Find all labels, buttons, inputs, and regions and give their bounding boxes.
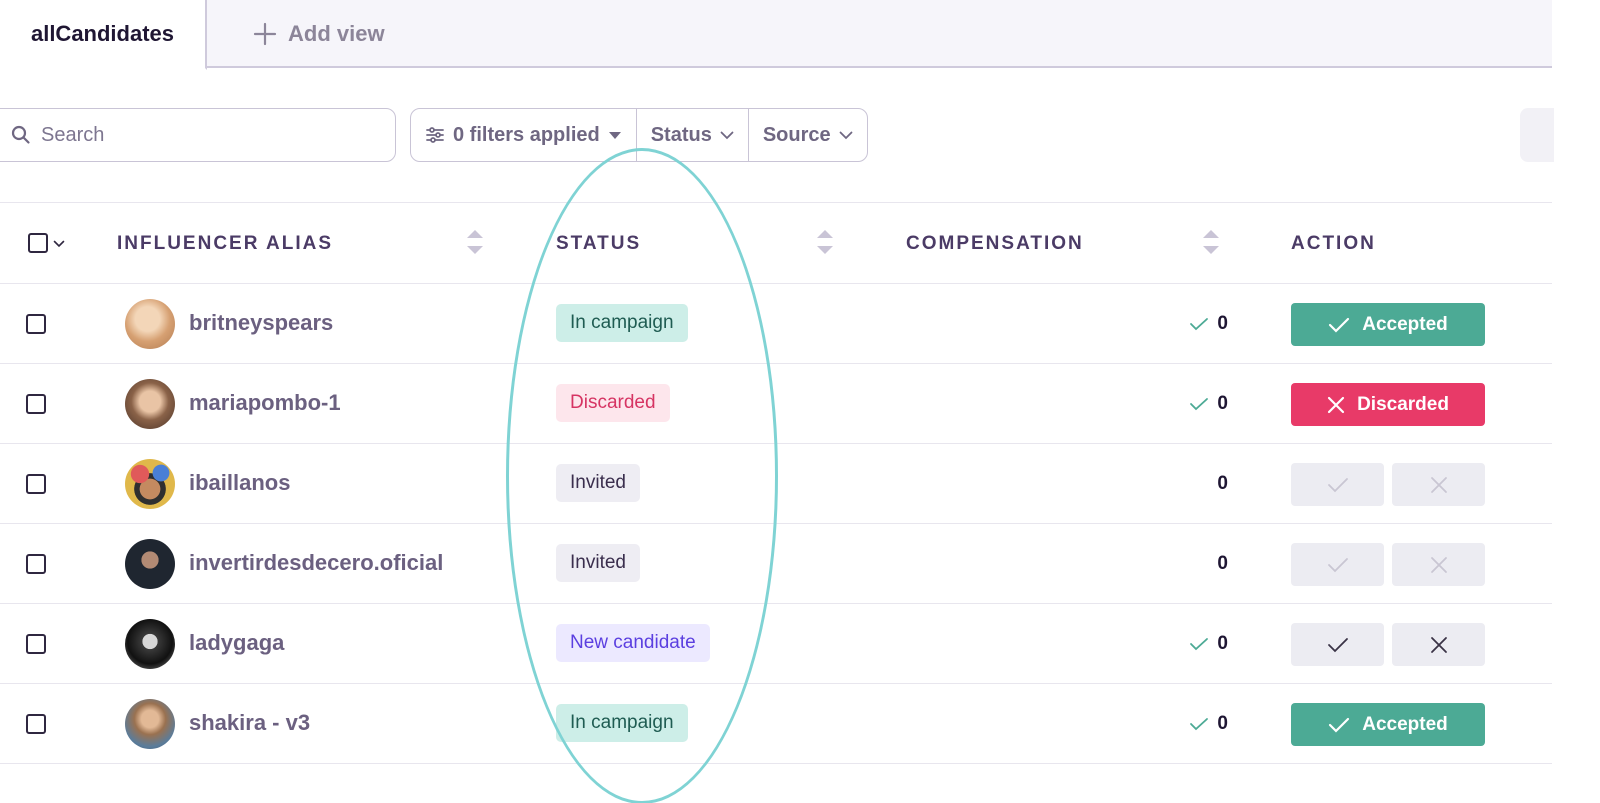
plus-icon [253,22,277,46]
caret-down-icon [608,132,621,139]
row-checkbox[interactable] [26,394,46,414]
header-status: STATUS [556,233,642,254]
source-filter-dropdown[interactable]: Source [747,109,867,161]
influencer-alias[interactable]: shakira - v3 [189,710,311,735]
select-all-checkbox[interactable] [28,233,48,253]
discard-button[interactable] [1392,463,1485,506]
tab-all-candidates[interactable]: allCandidates [0,0,207,70]
compensation-cell: 0 [1168,708,1228,740]
close-icon [1430,556,1447,573]
filters-dropdown[interactable]: 0 filters applied [411,109,636,161]
discarded-button[interactable]: Discarded [1291,383,1485,426]
compensation-value: 0 [1217,553,1228,574]
row-checkbox[interactable] [26,314,46,334]
check-icon [1327,557,1348,572]
check-icon [1329,317,1350,333]
table-row: ladygaga New candidate 0 [0,604,1552,684]
status-badge: New candidate [556,624,710,662]
status-filter-dropdown[interactable]: Status [635,109,748,161]
search-box [0,108,396,162]
close-icon [1430,476,1447,493]
action-label: Discarded [1357,393,1449,415]
check-icon [1190,318,1209,331]
influencer-alias[interactable]: ladygaga [189,630,285,655]
source-filter-label: Source [762,123,831,146]
compensation-cell: 0 [1168,388,1228,420]
avatar[interactable] [125,539,175,589]
search-input[interactable] [41,123,371,147]
accepted-button[interactable]: Accepted [1291,703,1485,746]
compensation-value: 0 [1217,633,1228,654]
status-badge: Invited [556,544,640,582]
table-row: ibaillanos Invited 0 [0,444,1552,524]
compensation-value: 0 [1217,473,1228,494]
status-badge: Invited [556,464,640,502]
close-icon [1430,636,1447,653]
sort-icon[interactable] [1201,227,1221,257]
check-icon [1190,638,1209,651]
check-icon [1327,477,1348,492]
sort-icon[interactable] [815,227,835,257]
influencer-alias[interactable]: mariapombo-1 [189,390,341,415]
accept-button[interactable] [1291,543,1384,586]
compensation-value: 0 [1217,313,1228,334]
compensation-cell: 0 [1168,548,1228,580]
action-label: Accepted [1362,713,1448,735]
influencer-alias[interactable]: ibaillanos [189,470,291,495]
table-row: britneyspears In campaign 0 Accepted [0,284,1552,364]
check-icon [1190,718,1209,731]
action-label: Accepted [1362,313,1448,335]
compensation-cell: 0 [1168,628,1228,660]
avatar[interactable] [125,619,175,669]
add-view-label: Add view [288,21,385,46]
sort-icon[interactable] [465,227,485,257]
status-badge: Discarded [556,384,670,422]
header-action: ACTION [1291,233,1376,254]
chevron-down-icon [720,131,734,140]
check-icon [1327,637,1348,652]
discard-button[interactable] [1392,543,1485,586]
table-header-row: INFLUENCER ALIAS STATUS COMPENSATION ACT… [0,202,1552,284]
row-checkbox[interactable] [26,554,46,574]
header-compensation: COMPENSATION [906,233,1084,254]
accept-button[interactable] [1291,463,1384,506]
status-badge: In campaign [556,304,688,342]
table-row: shakira - v3 In campaign 0 Accepted [0,684,1552,764]
compensation-cell: 0 [1168,308,1228,340]
check-icon [1190,398,1209,411]
influencer-alias[interactable]: invertirdesdecero.oficial [189,550,444,575]
avatar[interactable] [125,379,175,429]
table-row: mariapombo-1 Discarded 0 Discarded [0,364,1552,444]
discard-button[interactable] [1392,623,1485,666]
row-checkbox[interactable] [26,714,46,734]
filters-label: 0 filters applied [453,123,600,146]
search-icon [11,125,30,144]
row-checkbox[interactable] [26,634,46,654]
close-icon [1327,396,1345,413]
header-influencer-alias: INFLUENCER ALIAS [117,233,334,254]
candidates-table: INFLUENCER ALIAS STATUS COMPENSATION ACT… [0,202,1552,764]
influencer-alias[interactable]: britneyspears [189,310,334,335]
add-view-button[interactable]: Add view [252,14,385,54]
compensation-value: 0 [1217,393,1228,414]
view-tabs-bar: allCandidates Add view [0,0,1552,70]
chevron-down-icon [839,131,853,140]
status-filter-label: Status [650,123,712,146]
avatar[interactable] [125,459,175,509]
status-badge: In campaign [556,704,688,742]
chevron-down-icon[interactable] [53,240,65,248]
avatar[interactable] [125,299,175,349]
compensation-value: 0 [1217,713,1228,734]
avatar[interactable] [125,699,175,749]
row-checkbox[interactable] [26,474,46,494]
table-row: invertirdesdecero.oficial Invited 0 [0,524,1552,604]
filter-group: 0 filters applied Status Source [410,108,868,162]
check-icon [1329,717,1350,733]
accept-button[interactable] [1291,623,1384,666]
accepted-button[interactable]: Accepted [1291,303,1485,346]
toolbar-right-button[interactable] [1520,108,1554,162]
compensation-cell: 0 [1168,468,1228,500]
sliders-icon [426,127,444,143]
